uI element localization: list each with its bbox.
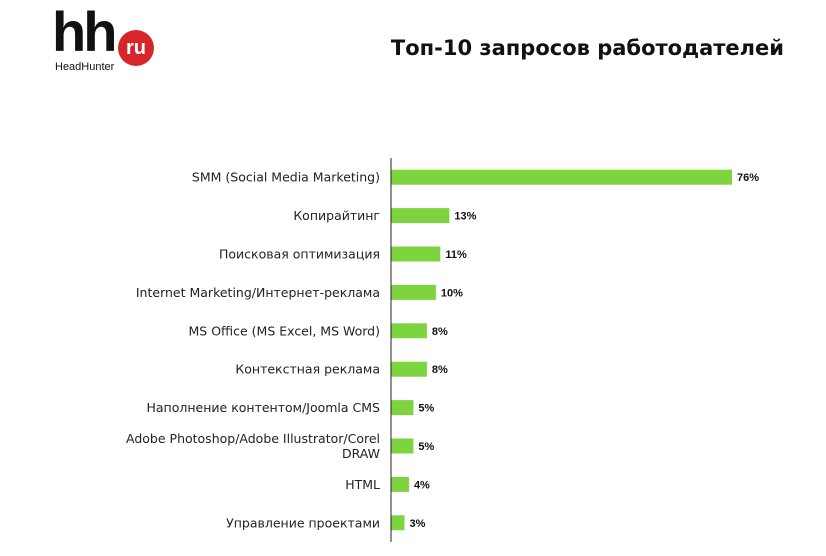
bar	[391, 400, 414, 416]
bar	[391, 438, 414, 454]
logo-ru-circle: ru	[118, 30, 154, 66]
logo-subtitle: HeadHunter	[55, 61, 115, 73]
category-label: Управление проектами	[226, 515, 380, 530]
category-label: SMM (Social Media Marketing)	[192, 170, 380, 185]
data-label: 4%	[414, 479, 430, 491]
data-label: 13%	[454, 211, 476, 223]
category-label: Adobe Photoshop/Adobe Illustrator/Corel D…	[126, 431, 380, 461]
bar	[391, 246, 441, 262]
data-label: 5%	[418, 403, 434, 415]
bar	[391, 284, 436, 300]
headhunter-logo: hh ru HeadHunter	[52, 4, 172, 76]
bar	[391, 476, 409, 492]
category-label: Наполнение контентом/Joomla CMS	[147, 400, 381, 415]
data-label: 11%	[445, 249, 467, 261]
bar	[391, 169, 732, 185]
category-label: HTML	[345, 477, 380, 492]
data-label: 5%	[418, 441, 434, 453]
category-label: Копирайтинг	[293, 208, 380, 223]
category-label: Internet Marketing/Интернет-реклама	[136, 285, 380, 300]
logo-hh-text: hh	[52, 0, 117, 63]
category-label: Контекстная реклама	[235, 362, 380, 377]
page-title: Топ-10 запросов работодателей	[390, 36, 784, 60]
bar	[391, 361, 427, 377]
bar	[391, 323, 427, 339]
data-label: 3%	[409, 518, 425, 530]
bar	[391, 208, 450, 224]
category-label: MS Office (MS Excel, MS Word)	[189, 323, 380, 338]
data-label: 76%	[737, 172, 759, 184]
category-label: Поисковая оптимизация	[219, 247, 380, 262]
bar	[391, 515, 405, 531]
data-label: 10%	[441, 287, 463, 299]
data-label: 8%	[432, 364, 448, 376]
data-label: 8%	[432, 326, 448, 338]
